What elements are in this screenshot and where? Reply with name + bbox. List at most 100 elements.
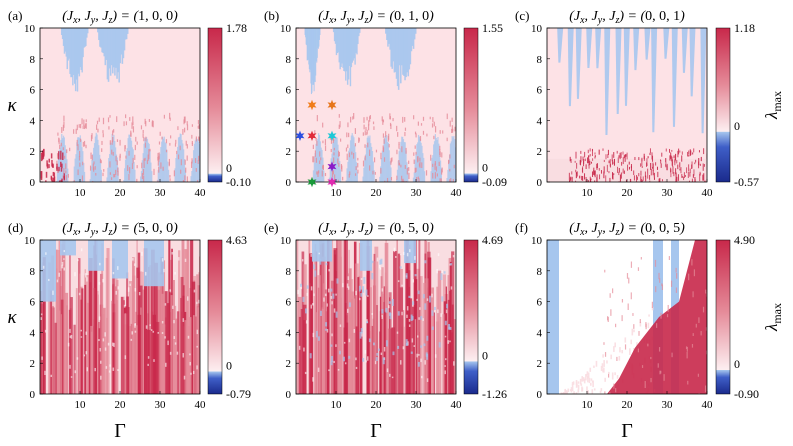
heatmap-area [547, 240, 707, 394]
y-tick-label: 10 [280, 235, 292, 247]
colorbar-tick-label: 0 [734, 357, 740, 371]
y-tick-label: 8 [537, 266, 543, 278]
y-tick-label: 6 [537, 297, 543, 309]
x-tick-label: 20 [622, 187, 634, 199]
x-tick-label: 30 [155, 187, 167, 199]
star-marker [327, 161, 337, 172]
x-tick-label: 10 [582, 187, 594, 199]
y-tick-label: 6 [537, 85, 543, 97]
x-tick-label: 20 [622, 399, 634, 411]
colorbar [463, 239, 479, 395]
x-tick-label: 20 [115, 187, 127, 199]
x-tick-label: 10 [75, 187, 87, 199]
y-tick-label: 2 [537, 358, 543, 370]
heatmap-area [40, 28, 200, 182]
y-tick-label: 6 [286, 85, 292, 97]
x-tick-label: 40 [451, 399, 463, 411]
colorbar-tick-label: 0 [226, 359, 232, 373]
y-tick-label: 10 [531, 235, 543, 247]
x-tick-label: 20 [115, 399, 127, 411]
y-tick-label: 6 [30, 85, 36, 97]
star-marker [327, 99, 337, 111]
y-tick-label: 0 [286, 389, 292, 401]
star-marker [307, 130, 317, 141]
colorbar-tick-label: -0.10 [226, 175, 251, 189]
y-tick-label: 10 [531, 23, 543, 35]
y-tick-label: 0 [537, 177, 543, 189]
x-tick-label: 40 [451, 187, 463, 199]
y-tick-label: 0 [537, 389, 543, 401]
colorbar [715, 27, 731, 183]
y-tick-label: 10 [24, 235, 36, 247]
x-tick-label: 20 [371, 187, 383, 199]
star-marker [327, 130, 337, 141]
y-tick-label: 8 [537, 54, 543, 66]
colorbar-tick-label: 1.55 [482, 21, 503, 35]
y-tick-label: 4 [537, 327, 543, 339]
colorbar [715, 239, 731, 395]
x-tick-label: 10 [331, 187, 343, 199]
panel-label: (a) [8, 8, 22, 23]
panel-title: (Jx, Jy, Jz) = (1, 0, 0) [62, 9, 178, 26]
colorbar-tick-label: 0 [226, 161, 232, 175]
x-tick-label: 40 [702, 399, 714, 411]
colorbar-tick-label: -0.90 [734, 387, 759, 401]
heatmap-area [547, 28, 707, 182]
y-tick-label: 8 [30, 54, 36, 66]
x-tick-label: 30 [662, 399, 674, 411]
colorbar-tick-label: 4.63 [226, 233, 247, 247]
y-axis-label: κ [7, 307, 17, 328]
star-marker [295, 130, 305, 141]
star-marker [327, 176, 337, 188]
panel-label: (c) [515, 8, 529, 23]
x-tick-label: 40 [195, 187, 207, 199]
panel-label: (d) [8, 220, 23, 235]
y-tick-label: 4 [286, 115, 292, 127]
colorbar-tick-label: 1.18 [734, 21, 755, 35]
y-tick-label: 2 [30, 358, 36, 370]
heatmap-area [40, 240, 200, 394]
star-marker [307, 176, 317, 188]
colorbar [207, 239, 223, 395]
x-tick-label: 20 [371, 399, 383, 411]
x-tick-label: 40 [702, 187, 714, 199]
y-tick-label: 4 [286, 327, 292, 339]
x-tick-label: 30 [411, 399, 423, 411]
colorbar-tick-label: 4.69 [482, 233, 503, 247]
y-tick-label: 4 [537, 115, 543, 127]
x-tick-label: 30 [662, 187, 674, 199]
y-tick-label: 6 [30, 297, 36, 309]
x-tick-label: 30 [155, 399, 167, 411]
x-tick-label: 10 [75, 399, 87, 411]
y-tick-label: 2 [537, 146, 543, 158]
colorbar-tick-label: -0.79 [226, 387, 251, 401]
x-tick-label: 30 [411, 187, 423, 199]
y-tick-label: 4 [30, 327, 36, 339]
panel-title: (Jx, Jy, Jz) = (0, 5, 0) [318, 221, 434, 238]
colorbar-tick-label: 0 [482, 161, 488, 175]
panel-title: (Jx, Jy, Jz) = (5, 0, 0) [62, 221, 178, 238]
y-tick-label: 10 [24, 23, 36, 35]
x-tick-label: 40 [195, 399, 207, 411]
colorbar-tick-label: -0.57 [734, 175, 759, 189]
panel-label: (f) [515, 220, 528, 235]
y-tick-label: 10 [280, 23, 292, 35]
y-tick-label: 8 [30, 266, 36, 278]
y-tick-label: 0 [30, 177, 36, 189]
colorbar-tick-label: 4.90 [734, 233, 755, 247]
colorbar-tick-label: 0 [734, 119, 740, 133]
y-tick-label: 8 [286, 54, 292, 66]
colorbar-tick-label: -0.09 [482, 175, 507, 189]
y-tick-label: 2 [286, 358, 292, 370]
panel-title: (Jx, Jy, Jz) = (0, 0, 1) [569, 9, 685, 26]
x-axis-label: Γ [370, 420, 382, 442]
colorbar [463, 27, 479, 183]
x-axis-label: Γ [114, 420, 126, 442]
y-tick-label: 0 [286, 177, 292, 189]
panel-label: (e) [264, 220, 278, 235]
y-tick-label: 4 [30, 115, 36, 127]
x-tick-label: 10 [582, 399, 594, 411]
